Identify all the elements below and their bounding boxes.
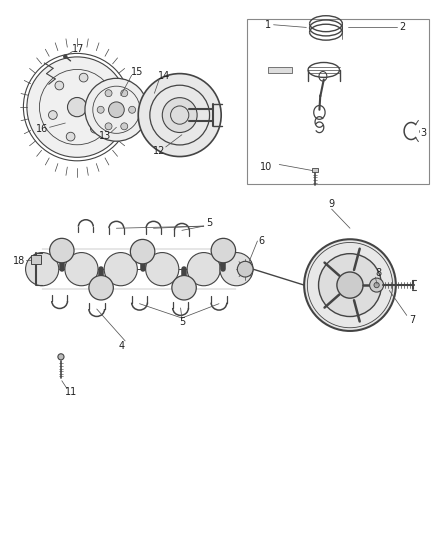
Circle shape — [97, 106, 104, 113]
Circle shape — [25, 253, 59, 286]
Text: 16: 16 — [36, 124, 48, 134]
Circle shape — [55, 81, 64, 90]
Bar — [31, 255, 41, 264]
Circle shape — [172, 276, 196, 300]
Text: 5: 5 — [206, 218, 212, 228]
Text: 1: 1 — [265, 20, 271, 30]
Circle shape — [105, 90, 112, 96]
Text: 12: 12 — [152, 146, 165, 156]
Text: 7: 7 — [409, 314, 415, 325]
Text: 13: 13 — [99, 131, 112, 141]
Circle shape — [129, 106, 136, 113]
Text: 14: 14 — [158, 71, 170, 82]
Text: 5: 5 — [179, 317, 185, 327]
Circle shape — [121, 90, 128, 96]
Circle shape — [304, 239, 396, 331]
Text: 6: 6 — [259, 236, 265, 246]
Bar — [312, 168, 318, 172]
Circle shape — [66, 132, 75, 141]
Circle shape — [162, 98, 197, 133]
Circle shape — [121, 123, 128, 130]
Circle shape — [131, 239, 155, 264]
Circle shape — [67, 98, 87, 117]
Circle shape — [27, 57, 127, 157]
Text: 11: 11 — [65, 387, 78, 398]
Bar — [247, 19, 428, 184]
Circle shape — [89, 276, 113, 300]
Text: 4: 4 — [119, 341, 125, 351]
Circle shape — [58, 354, 64, 360]
Circle shape — [105, 123, 112, 130]
Circle shape — [49, 111, 57, 119]
Text: 2: 2 — [399, 22, 406, 33]
Circle shape — [211, 238, 236, 263]
Text: 3: 3 — [420, 127, 427, 138]
Circle shape — [97, 95, 106, 103]
Text: 8: 8 — [375, 268, 381, 278]
Circle shape — [85, 78, 148, 141]
Circle shape — [146, 253, 179, 286]
Circle shape — [65, 253, 98, 286]
Bar — [268, 67, 292, 73]
Circle shape — [337, 272, 363, 298]
Text: 17: 17 — [72, 44, 85, 54]
Circle shape — [187, 253, 220, 286]
Circle shape — [109, 102, 124, 118]
Circle shape — [104, 253, 138, 286]
Text: 9: 9 — [328, 199, 335, 209]
Circle shape — [91, 124, 99, 133]
Circle shape — [49, 238, 74, 263]
Circle shape — [220, 253, 253, 286]
Text: 15: 15 — [131, 67, 143, 77]
Circle shape — [370, 278, 384, 292]
Text: 10: 10 — [260, 161, 272, 172]
Circle shape — [138, 74, 221, 157]
Circle shape — [237, 261, 253, 277]
Circle shape — [318, 254, 381, 317]
Circle shape — [64, 55, 67, 59]
Circle shape — [374, 282, 379, 288]
Text: 18: 18 — [13, 256, 25, 266]
Circle shape — [79, 73, 88, 82]
